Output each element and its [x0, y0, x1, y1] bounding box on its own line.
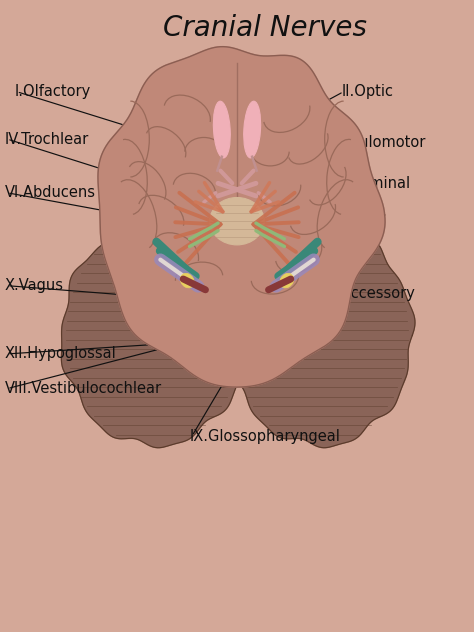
- Text: VI.Abducens: VI.Abducens: [5, 185, 96, 200]
- Text: III.Oculomotor: III.Oculomotor: [322, 135, 426, 150]
- Polygon shape: [62, 222, 249, 447]
- Text: VII.Facial: VII.Facial: [322, 217, 387, 232]
- Ellipse shape: [213, 101, 230, 158]
- Text: Cranial Nerves: Cranial Nerves: [164, 15, 367, 42]
- Ellipse shape: [180, 273, 194, 288]
- Ellipse shape: [243, 329, 252, 341]
- Text: XI.Accessory: XI.Accessory: [322, 286, 415, 301]
- Polygon shape: [98, 47, 385, 387]
- Ellipse shape: [280, 273, 294, 288]
- Text: IV.Trochlear: IV.Trochlear: [5, 131, 89, 147]
- Ellipse shape: [220, 319, 254, 351]
- Text: IX.Glossopharyngeal: IX.Glossopharyngeal: [190, 428, 340, 444]
- Ellipse shape: [222, 329, 231, 341]
- Text: XII.Hypoglossal: XII.Hypoglossal: [5, 346, 117, 362]
- Text: II.Optic: II.Optic: [341, 84, 393, 99]
- Text: X.Vagus: X.Vagus: [5, 278, 64, 293]
- Text: V.Trigeminal: V.Trigeminal: [322, 176, 411, 191]
- Polygon shape: [228, 222, 415, 447]
- Text: I.Olfactory: I.Olfactory: [14, 84, 91, 99]
- Ellipse shape: [233, 329, 241, 341]
- Text: VIII.Vestibulocochlear: VIII.Vestibulocochlear: [5, 381, 162, 396]
- Ellipse shape: [244, 101, 261, 158]
- Polygon shape: [204, 234, 270, 338]
- Ellipse shape: [210, 197, 264, 245]
